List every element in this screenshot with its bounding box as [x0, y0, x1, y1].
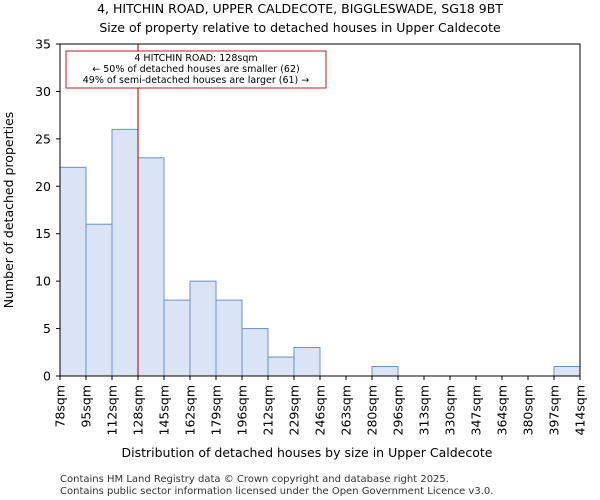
histogram-bar: [59, 166, 87, 377]
annotation-line-2: ← 50% of detached houses are smaller (62…: [92, 64, 299, 75]
x-tick-label: 95sqm: [79, 385, 94, 428]
x-tick-label: 112sqm: [105, 385, 120, 435]
x-tick-label: 212sqm: [261, 385, 276, 435]
histogram-bar: [189, 280, 217, 377]
y-tick-label: 25: [35, 131, 51, 146]
x-tick-label: 145sqm: [157, 385, 172, 435]
x-tick-label: 364sqm: [495, 385, 510, 435]
histogram-bar: [163, 299, 191, 377]
y-tick-label: 0: [43, 369, 51, 384]
histogram-bar: [85, 223, 113, 377]
y-tick-label: 35: [35, 37, 51, 52]
x-tick-label: 179sqm: [209, 385, 224, 435]
y-tick-label: 5: [43, 321, 51, 336]
x-tick-label: 313sqm: [417, 385, 432, 435]
x-tick-label: 78sqm: [53, 385, 68, 428]
x-tick-label: 246sqm: [313, 385, 328, 435]
footer-line-1: Contains HM Land Registry data © Crown c…: [60, 474, 449, 485]
x-axis-label: Distribution of detached houses by size …: [122, 445, 493, 460]
chart-title: 4, HITCHIN ROAD, UPPER CALDECOTE, BIGGLE…: [97, 1, 503, 16]
histogram-bar: [371, 366, 399, 377]
x-tick-label: 380sqm: [521, 385, 536, 435]
annotation-border: [65, 50, 327, 89]
histogram-bar: [215, 299, 243, 377]
histogram-bar: [267, 356, 295, 377]
x-tick-label: 347sqm: [469, 385, 484, 435]
x-tick-label: 162sqm: [183, 385, 198, 435]
y-axis: 0 5 10 15 20 25 30 35: [35, 37, 60, 384]
chart-subtitle: Size of property relative to detached ho…: [99, 20, 501, 35]
x-tick-label: 263sqm: [339, 385, 354, 435]
y-tick-label: 15: [35, 226, 51, 241]
histogram-bar: [241, 328, 269, 377]
y-tick-label: 20: [35, 179, 51, 194]
annotation-line-3: 49% of semi-detached houses are larger (…: [83, 75, 310, 86]
plot-frame: [59, 43, 581, 377]
x-tick-label: 196sqm: [235, 385, 250, 435]
x-tick-label: 397sqm: [547, 385, 562, 435]
y-tick-label: 10: [35, 274, 51, 289]
y-tick-label: 30: [35, 84, 51, 99]
x-tick-label: 280sqm: [365, 385, 380, 435]
histogram-bar: [137, 157, 165, 377]
bars-group: [59, 128, 581, 377]
x-tick-label: 330sqm: [443, 385, 458, 435]
x-tick-label: 128sqm: [131, 385, 146, 435]
x-axis: 78sqm 95sqm 112sqm 128sqm 145sqm 162sqm 179sqm…: [53, 376, 588, 435]
y-axis-label: Number of detached properties: [1, 112, 16, 309]
histogram-bar: [111, 128, 139, 377]
annotation-line-1: 4 HITCHIN ROAD: 128sqm: [134, 53, 257, 64]
x-tick-label: 414sqm: [573, 385, 588, 435]
histogram-bar: [553, 366, 581, 377]
annotation-box: 4 HITCHIN ROAD: 128sqm ← 50% of detached…: [65, 50, 327, 89]
footer-line-2: Contains public sector information licen…: [60, 486, 493, 497]
x-tick-label: 296sqm: [391, 385, 406, 435]
histogram-bar: [293, 347, 321, 377]
x-tick-label: 229sqm: [287, 385, 302, 435]
